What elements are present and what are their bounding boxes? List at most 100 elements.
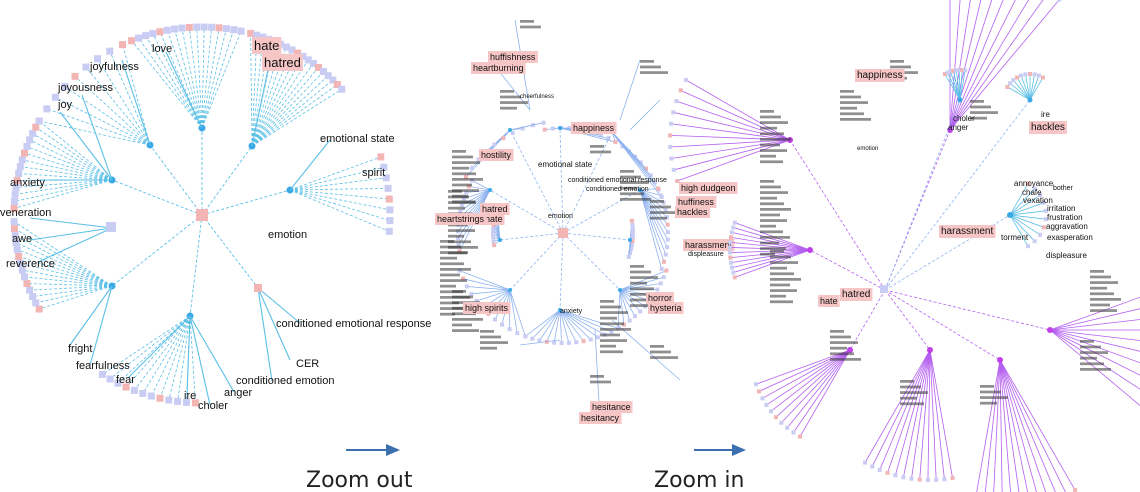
dense-label-mark: [448, 246, 478, 249]
dense-label-mark: [1080, 345, 1101, 349]
dense-label-mark: [760, 121, 788, 124]
leaf-node: [613, 140, 618, 145]
node-label-hackles: hackles: [1031, 122, 1065, 133]
dense-label-mark: [900, 402, 924, 406]
tree-edge: [188, 27, 203, 129]
dense-label-mark: [650, 211, 678, 214]
dense-label-mark: [970, 105, 991, 109]
leaf-node: [652, 180, 657, 185]
leaf-node: [11, 190, 19, 198]
tree-edge: [1049, 308, 1140, 331]
tree-edge: [999, 359, 1020, 492]
leaf-node: [386, 217, 394, 225]
leaf-node: [633, 314, 638, 319]
tree-edge: [884, 289, 1001, 361]
tree-edge: [1025, 74, 1031, 101]
tree-edge: [186, 315, 191, 396]
leaf-node: [461, 196, 466, 201]
tree-edge: [730, 241, 811, 251]
node-label-annoyance: annoyance: [1014, 179, 1054, 188]
tree-edge: [289, 139, 331, 191]
leaf-node: [665, 230, 670, 235]
leaf-node: [185, 23, 193, 31]
tree-edge: [976, 359, 1001, 492]
tree-edge: [251, 63, 314, 147]
leaf-node: [491, 226, 496, 231]
dense-label-mark: [770, 289, 797, 292]
tree-edge: [201, 27, 220, 129]
tree-edge: [201, 27, 205, 129]
dense-label-mark: [600, 328, 631, 331]
dense-label-mark: [980, 390, 1001, 394]
dense-label-mark: [452, 290, 466, 293]
leaf-node: [960, 68, 965, 73]
tree-edge: [758, 349, 851, 392]
tree-edge: [809, 249, 886, 291]
node-label-huffiness: huffiness: [678, 197, 714, 207]
dense-label-mark: [770, 272, 794, 276]
hub-node: [558, 308, 562, 312]
leaf-node: [925, 477, 930, 482]
tree-edge: [1009, 202, 1044, 216]
tree-edge: [37, 227, 113, 263]
tree-edge: [999, 359, 1066, 492]
dense-label-mark: [1090, 286, 1107, 290]
leaf-node: [760, 396, 765, 401]
leaf-node: [668, 133, 673, 138]
leaf-node: [630, 235, 635, 240]
dense-label-mark: [448, 201, 476, 204]
leaf-node: [247, 29, 255, 37]
leaf-node: [282, 43, 290, 51]
dense-label-mark: [970, 116, 987, 120]
leaf-node: [11, 232, 19, 240]
node-label-hackles: hackles: [677, 207, 708, 217]
leaf-node: [294, 49, 302, 57]
tree-edge: [546, 309, 561, 342]
tree-edge: [509, 289, 518, 334]
leaf-node: [1041, 225, 1046, 230]
dense-label-mark: [440, 279, 467, 282]
leaf-node: [149, 30, 157, 38]
node-label-torment: torment: [1001, 233, 1029, 242]
tree-edge: [166, 30, 203, 129]
hub-node: [997, 357, 1003, 363]
highlight-box: [252, 37, 282, 54]
hub-node: [498, 238, 502, 242]
tree-edge: [138, 37, 203, 129]
tree-edge: [949, 0, 971, 131]
leaf-node: [659, 193, 664, 198]
leaf-node: [130, 386, 138, 394]
dense-label-mark: [480, 346, 497, 350]
dense-label-mark: [980, 401, 997, 405]
tree-edge: [466, 286, 511, 291]
leaf-node: [661, 275, 666, 280]
tree-edge: [755, 349, 851, 385]
tree-edge: [639, 189, 663, 270]
dense-label-mark: [452, 172, 476, 176]
leaf-node: [1026, 244, 1030, 249]
leaf-node: [663, 252, 668, 257]
dense-label-mark: [760, 213, 780, 217]
leaf-node: [552, 340, 557, 345]
tree-edge: [26, 283, 113, 287]
leaf-node: [1032, 239, 1037, 244]
dense-label-mark: [760, 115, 781, 119]
leaf-node: [386, 206, 394, 214]
leaf-node: [35, 305, 43, 313]
dense-label-mark: [452, 155, 473, 159]
tree-edge: [149, 144, 203, 216]
leaf-node: [288, 46, 296, 54]
tree-edge: [177, 315, 191, 402]
tree-edge: [35, 126, 113, 181]
highlight-box: [435, 213, 487, 225]
leaf-node: [948, 69, 953, 74]
leaf-node: [595, 335, 600, 340]
tree-edge: [919, 349, 931, 480]
tree-edge: [13, 221, 113, 287]
zoom-out-caption: Zoom out: [306, 468, 413, 492]
dense-label-mark: [760, 196, 777, 200]
tree-edge: [559, 127, 564, 234]
node-label-happiness: happiness: [857, 70, 903, 81]
node-label-choler: choler: [198, 400, 228, 412]
leaf-node: [732, 275, 737, 280]
